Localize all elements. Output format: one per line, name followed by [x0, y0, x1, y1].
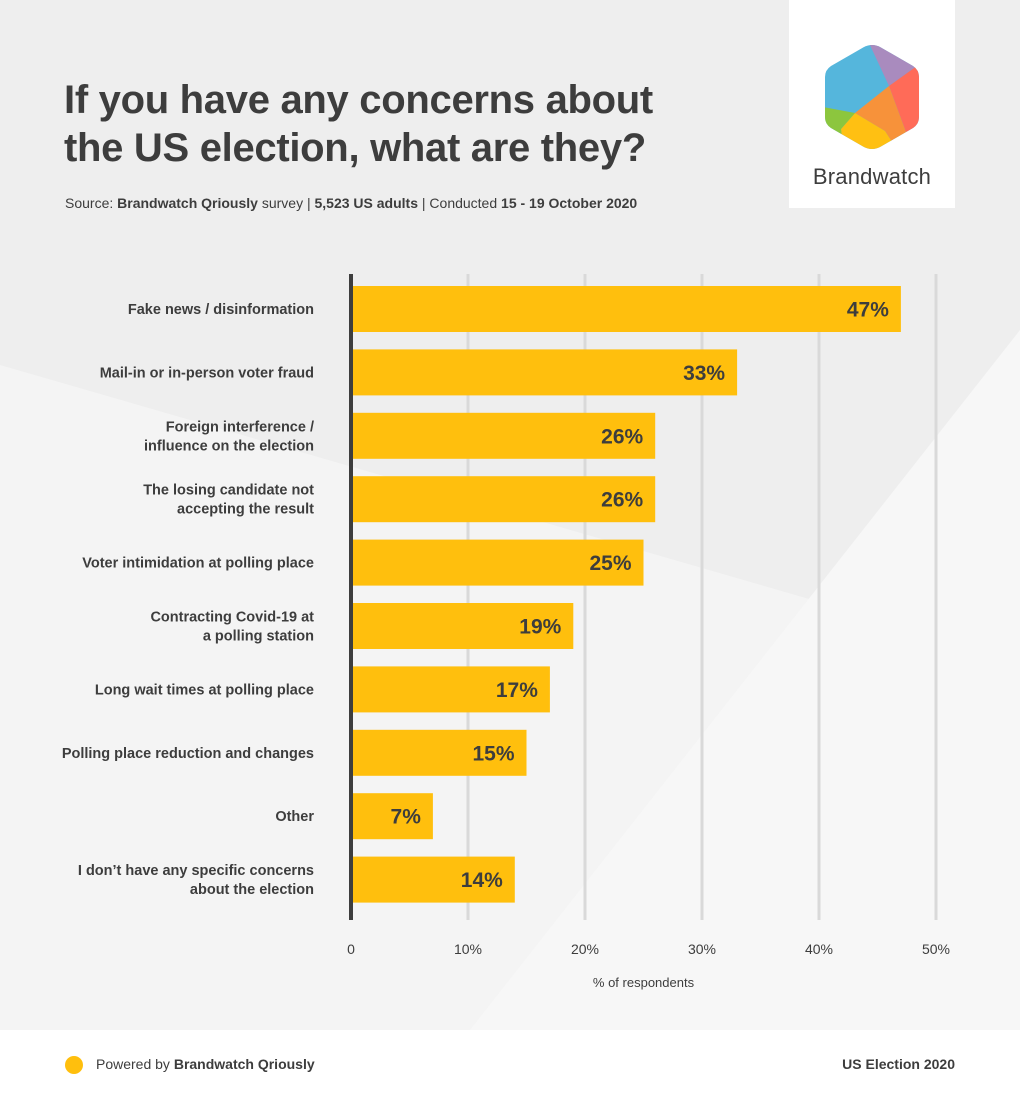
source-line: Source: Brandwatch Qriously survey | 5,5… [65, 195, 637, 211]
bar [351, 349, 738, 396]
category-label-line: about the election [190, 882, 314, 898]
bar [351, 666, 550, 713]
category-label: Mail-in or in-person voter fraud [100, 365, 314, 381]
category-label: Contracting Covid-19 at a polling station [150, 610, 314, 645]
bar [351, 286, 901, 332]
sample-size: 5,523 US adults [314, 195, 419, 211]
bar-value-label: 19% [519, 616, 561, 639]
category-label-line: accepting the result [177, 502, 314, 518]
brand-logo-card: Brandwatch [789, 0, 955, 208]
bar-value-label: 15% [472, 742, 514, 765]
bar-value-label: 26% [601, 489, 643, 512]
bar-chart: 47% 33% 26% 26% 25% 19% 17% 15% 7% 14% 0 10% 20% 30%… [62, 274, 950, 990]
source-brand: Brandwatch Qriously [117, 195, 258, 211]
bar-value-label: 25% [589, 552, 631, 575]
category-label-line: Fake news / disinformation [128, 302, 314, 318]
x-tick-label: 20% [571, 941, 599, 957]
source-prefix: Source: [65, 195, 118, 211]
category-label: Foreign interference / influence on the e… [144, 419, 314, 454]
powered-brand: Brandwatch Qriously [173, 1056, 315, 1072]
bar-value-label: 26% [601, 425, 643, 448]
x-tick-label: 50% [922, 941, 950, 957]
bar-value-label: 7% [391, 806, 422, 829]
category-label-line: Voter intimidation at polling place [82, 556, 314, 572]
bar [351, 856, 515, 903]
logo-segment-yellow [841, 113, 898, 149]
survey-dates: 15 - 19 October 2020 [501, 195, 638, 211]
category-label-line: a polling station [203, 629, 314, 645]
footer: Powered by Brandwatch Qriously US Electi… [0, 1030, 1020, 1098]
logo-segment-orange [855, 86, 913, 149]
category-label-line: Mail-in or in-person voter fraud [100, 365, 314, 381]
category-label-line: Long wait times at polling place [95, 682, 314, 698]
bar-value-label: 14% [461, 869, 503, 892]
category-label-line: influence on the election [144, 438, 314, 454]
source-after-sample: | Conducted [418, 195, 502, 211]
category-label-line: The losing candidate not [143, 483, 314, 499]
bar [351, 729, 527, 776]
powered-by: Powered by Brandwatch Qriously [96, 1056, 315, 1072]
bar [351, 539, 644, 586]
brand-name: Brandwatch [812, 164, 932, 189]
x-tick-label: 10% [454, 941, 482, 957]
bar-value-label: 33% [683, 362, 725, 385]
category-labels: Fake news / disinformation Mail-in or in-… [62, 302, 315, 898]
bars: 47% 33% 26% 26% 25% 19% 17% 15% 7% 14% [351, 286, 901, 903]
bar-value-label: 17% [496, 679, 538, 702]
bar [351, 412, 656, 459]
category-label: The losing candidate not accepting the re… [143, 483, 314, 518]
brandwatch-hexagon-icon [825, 45, 919, 149]
x-tick-label: 30% [688, 941, 716, 957]
source-after-brand: survey | [257, 195, 315, 211]
axes: 0 10% 20% 30% 40% 50% [347, 274, 950, 957]
bar [351, 476, 656, 523]
bar-value-label: 47% [847, 299, 889, 322]
category-label-line: Polling place reduction and changes [62, 746, 314, 762]
bar [351, 793, 433, 840]
page-title: If you have any concerns about the US el… [64, 78, 653, 170]
category-label-line: Other [275, 809, 314, 825]
category-label-line: Contracting Covid-19 at [150, 610, 314, 626]
bar [351, 603, 574, 649]
category-label: Fake news / disinformation [128, 302, 314, 318]
x-tick-label: 0 [347, 941, 355, 957]
category-label-line: I don’t have any specific concerns [78, 863, 314, 879]
category-label: Other [275, 809, 314, 825]
powered-prefix: Powered by [96, 1056, 174, 1072]
category-label: Voter intimidation at polling place [82, 556, 314, 572]
x-tick-label: 40% [805, 941, 833, 957]
category-label: Long wait times at polling place [95, 682, 314, 698]
category-label: Polling place reduction and changes [62, 746, 314, 762]
category-label: I don’t have any specific concerns about … [78, 863, 314, 898]
footer-campaign: US Election 2020 [842, 1056, 955, 1072]
x-axis-title: % of respondents [593, 975, 695, 990]
yellow-dot-icon [65, 1056, 83, 1074]
category-label-line: Foreign interference / [166, 419, 314, 435]
